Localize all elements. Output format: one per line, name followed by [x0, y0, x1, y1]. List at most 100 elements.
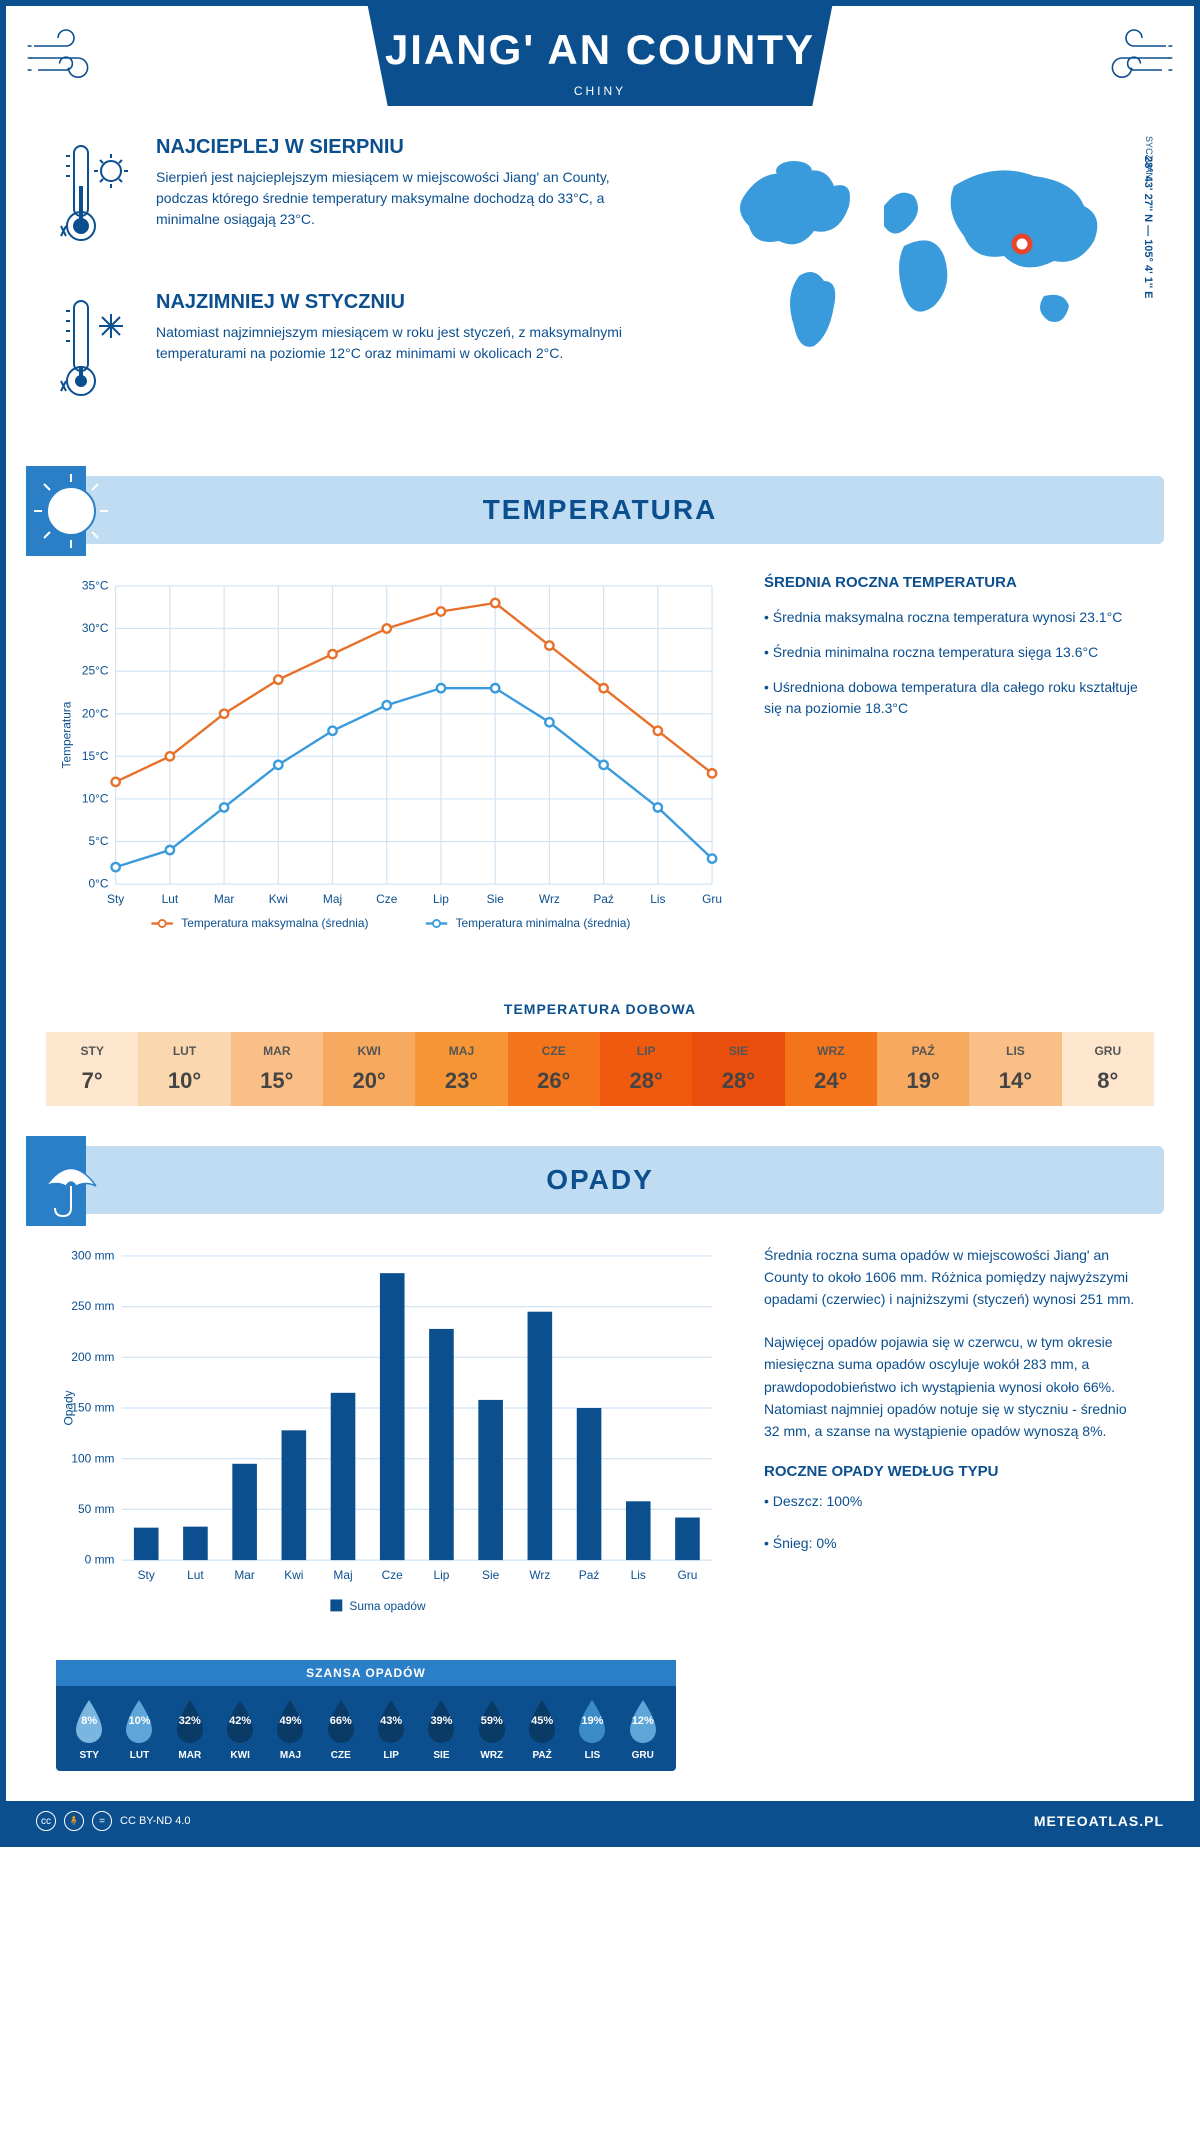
precip-type-1: • Śnieg: 0%: [764, 1532, 1144, 1554]
hot-text: Sierpień jest najcieplejszym miesiącem w…: [156, 167, 664, 230]
daily-temp-cell: MAJ23°: [415, 1032, 507, 1106]
license-text: CC BY-ND 4.0: [120, 1815, 191, 1827]
precipitation-content: 0 mm50 mm100 mm150 mm200 mm250 mm300 mmS…: [6, 1214, 1194, 1661]
svg-text:Cze: Cze: [382, 1568, 404, 1582]
wind-icon-right: [1074, 6, 1194, 106]
hot-block: NAJCIEPLEJ W SIERPNIU Sierpień jest najc…: [56, 136, 664, 261]
svg-text:Sty: Sty: [138, 1568, 155, 1582]
svg-text:150 mm: 150 mm: [71, 1400, 114, 1414]
temperature-content: 0°C5°C10°C15°C20°C25°C30°C35°CStyLutMarK…: [6, 544, 1194, 991]
daily-temp-cell: MAR15°: [231, 1032, 323, 1106]
svg-text:Lip: Lip: [433, 892, 449, 906]
svg-text:Maj: Maj: [323, 892, 342, 906]
daily-temp-cell: GRU8°: [1062, 1032, 1154, 1106]
chance-title: SZANSA OPADÓW: [56, 1660, 676, 1686]
temperature-section-header: TEMPERATURA: [36, 476, 1164, 544]
daily-temp-row: STY7°LUT10°MAR15°KWI20°MAJ23°CZE26°LIP28…: [46, 1032, 1154, 1106]
chance-cell: 12%GRU: [618, 1696, 668, 1761]
svg-text:Kwi: Kwi: [284, 1568, 303, 1582]
footer-site: METEOATLAS.PL: [1034, 1813, 1164, 1829]
chance-cell: 59%WRZ: [467, 1696, 517, 1761]
temp-bullet-2: • Uśredniona dobowa temperatura dla całe…: [764, 677, 1144, 719]
svg-text:Lip: Lip: [433, 1568, 449, 1582]
thermometer-hot-icon: [56, 136, 136, 261]
svg-text:Lis: Lis: [631, 1568, 646, 1582]
world-map-icon: [704, 136, 1144, 396]
svg-text:Lut: Lut: [187, 1568, 204, 1582]
wind-icon-left: [6, 6, 126, 106]
header: JIANG' AN COUNTY CHINY: [6, 6, 1194, 106]
precip-para-2: Najwięcej opadów pojawia się w czerwcu, …: [764, 1331, 1144, 1443]
svg-text:Gru: Gru: [702, 892, 722, 906]
svg-text:Wrz: Wrz: [529, 1568, 550, 1582]
thermometer-cold-icon: [56, 291, 136, 416]
svg-text:Gru: Gru: [678, 1568, 698, 1582]
svg-text:Opady: Opady: [62, 1390, 76, 1425]
chance-cell: 10%LUT: [114, 1696, 164, 1761]
svg-text:250 mm: 250 mm: [71, 1299, 114, 1313]
coordinates: 28° 43' 27'' N — 105° 4' 1'' E: [1142, 156, 1154, 299]
daily-temp-cell: LUT10°: [138, 1032, 230, 1106]
temperature-info: ŚREDNIA ROCZNA TEMPERATURA • Średnia mak…: [764, 574, 1144, 961]
svg-text:Sie: Sie: [487, 892, 505, 906]
temperature-chart: 0°C5°C10°C15°C20°C25°C30°C35°CStyLutMarK…: [56, 574, 724, 961]
hot-title: NAJCIEPLEJ W SIERPNIU: [156, 136, 664, 159]
daily-temp-cell: PAŹ19°: [877, 1032, 969, 1106]
cc-icon: cc: [36, 1811, 56, 1831]
svg-text:Suma opadów: Suma opadów: [349, 1599, 426, 1613]
title-bar: JIANG' AN COUNTY CHINY: [268, 6, 932, 106]
svg-text:200 mm: 200 mm: [71, 1350, 114, 1364]
precip-type-title: ROCZNE OPADY WEDŁUG TYPU: [764, 1463, 1144, 1480]
svg-text:Sie: Sie: [482, 1568, 500, 1582]
svg-text:Lis: Lis: [650, 892, 665, 906]
svg-text:15°C: 15°C: [82, 749, 109, 763]
svg-text:Paź: Paź: [593, 892, 614, 906]
svg-text:25°C: 25°C: [82, 664, 109, 678]
precipitation-info: Średnia roczna suma opadów w miejscowośc…: [764, 1244, 1144, 1631]
temp-bullet-0: • Średnia maksymalna roczna temperatura …: [764, 607, 1144, 628]
footer-license: cc 🧍 = CC BY-ND 4.0: [36, 1811, 191, 1831]
svg-text:Temperatura: Temperatura: [59, 701, 73, 768]
svg-text:Lut: Lut: [162, 892, 179, 906]
svg-text:0°C: 0°C: [89, 877, 109, 891]
svg-text:35°C: 35°C: [82, 579, 109, 593]
daily-temp-cell: WRZ24°: [785, 1032, 877, 1106]
svg-text:50 mm: 50 mm: [78, 1502, 114, 1516]
svg-text:5°C: 5°C: [89, 834, 109, 848]
precip-para-1: Średnia roczna suma opadów w miejscowośc…: [764, 1244, 1144, 1311]
footer: cc 🧍 = CC BY-ND 4.0 METEOATLAS.PL: [6, 1801, 1194, 1841]
cold-title: NAJZIMNIEJ W STYCZNIU: [156, 291, 664, 314]
daily-temp-cell: LIS14°: [969, 1032, 1061, 1106]
svg-text:Wrz: Wrz: [539, 892, 560, 906]
sun-icon: [26, 466, 116, 556]
intro-section: NAJCIEPLEJ W SIERPNIU Sierpień jest najc…: [6, 106, 1194, 476]
svg-text:300 mm: 300 mm: [71, 1248, 114, 1262]
cold-block: NAJZIMNIEJ W STYCZNIU Natomiast najzimni…: [56, 291, 664, 416]
precipitation-section-header: OPADY: [36, 1146, 1164, 1214]
page-subtitle: CHINY: [268, 84, 932, 98]
chance-cell: 32%MAR: [165, 1696, 215, 1761]
svg-text:100 mm: 100 mm: [71, 1451, 114, 1465]
svg-text:Mar: Mar: [234, 1568, 255, 1582]
daily-temp-cell: SIE28°: [692, 1032, 784, 1106]
svg-text:Mar: Mar: [214, 892, 235, 906]
daily-temp-cell: LIP28°: [600, 1032, 692, 1106]
daily-temp-cell: CZE26°: [508, 1032, 600, 1106]
daily-temp-cell: KWI20°: [323, 1032, 415, 1106]
world-map-container: SYCZUAN 28° 43' 27'' N — 105° 4' 1'' E: [704, 136, 1144, 446]
umbrella-icon: [26, 1136, 116, 1226]
chance-cell: 66%CZE: [316, 1696, 366, 1761]
precipitation-chart: 0 mm50 mm100 mm150 mm200 mm250 mm300 mmS…: [56, 1244, 724, 1631]
svg-text:10°C: 10°C: [82, 792, 109, 806]
chance-cell: 43%LIP: [366, 1696, 416, 1761]
precip-type-0: • Deszcz: 100%: [764, 1490, 1144, 1512]
temp-info-title: ŚREDNIA ROCZNA TEMPERATURA: [764, 574, 1144, 591]
chance-cell: 49%MAJ: [265, 1696, 315, 1761]
svg-text:30°C: 30°C: [82, 621, 109, 635]
chance-cell: 19%LIS: [567, 1696, 617, 1761]
chance-cell: 45%PAŹ: [517, 1696, 567, 1761]
svg-text:Sty: Sty: [107, 892, 124, 906]
chance-cell: 39%SIE: [416, 1696, 466, 1761]
svg-text:Temperatura minimalna (średnia: Temperatura minimalna (średnia): [456, 916, 631, 930]
svg-text:Temperatura maksymalna (średni: Temperatura maksymalna (średnia): [181, 916, 368, 930]
